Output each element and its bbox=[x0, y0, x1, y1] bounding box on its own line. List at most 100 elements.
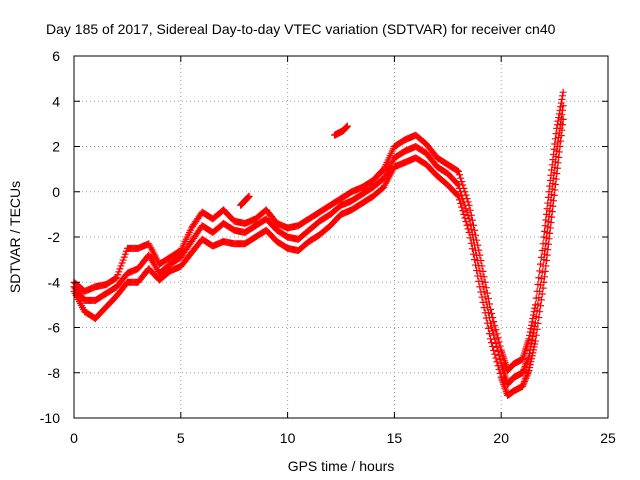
y-tick-label: 2 bbox=[52, 139, 60, 155]
data-point-marker bbox=[523, 371, 531, 379]
data-point-marker bbox=[457, 174, 465, 182]
data-point-marker bbox=[522, 373, 530, 381]
data-point-marker bbox=[343, 122, 351, 130]
series-track-b bbox=[70, 102, 567, 388]
data-point-marker bbox=[114, 271, 122, 279]
data-point-marker bbox=[469, 250, 477, 258]
data-point-marker bbox=[492, 339, 500, 347]
data-point-marker bbox=[528, 318, 536, 326]
data-point-marker bbox=[526, 364, 534, 372]
data-point-marker bbox=[529, 346, 537, 354]
data-point-marker bbox=[454, 192, 462, 200]
data-point-marker bbox=[472, 261, 480, 269]
data-point-marker bbox=[524, 370, 532, 378]
data-point-marker bbox=[544, 246, 552, 254]
series-track-c bbox=[70, 115, 567, 399]
data-point-marker bbox=[459, 207, 467, 215]
data-point-marker bbox=[494, 334, 502, 342]
data-point-marker bbox=[479, 298, 487, 306]
data-point-marker bbox=[453, 191, 461, 199]
data-point-marker bbox=[489, 343, 497, 351]
data-point-marker bbox=[469, 221, 477, 229]
data-point-marker bbox=[453, 180, 461, 188]
data-point-marker bbox=[458, 178, 466, 186]
data-point-marker bbox=[493, 358, 501, 366]
data-point-marker bbox=[543, 251, 551, 259]
series-track-a bbox=[70, 88, 567, 374]
data-point-marker bbox=[495, 366, 503, 374]
data-point-marker bbox=[468, 216, 476, 224]
data-point-marker bbox=[531, 340, 539, 348]
data-point-marker bbox=[462, 218, 470, 226]
data-point-marker bbox=[558, 111, 566, 119]
data-point-marker bbox=[461, 214, 469, 222]
y-tick-label: -6 bbox=[48, 320, 61, 336]
data-point-marker bbox=[529, 349, 537, 357]
data-point-marker bbox=[471, 256, 478, 264]
data-point-marker bbox=[456, 184, 464, 192]
data-point-marker bbox=[484, 324, 492, 332]
data-point-marker bbox=[474, 257, 482, 265]
data-point-marker bbox=[550, 197, 558, 205]
data-point-marker bbox=[519, 369, 527, 377]
data-point-marker bbox=[557, 132, 565, 140]
data-point-marker bbox=[520, 366, 528, 374]
y-tick-label: -2 bbox=[48, 229, 61, 245]
data-point-marker bbox=[490, 318, 498, 326]
data-point-marker bbox=[528, 355, 536, 363]
y-tick-label: 4 bbox=[52, 93, 60, 109]
data-point-marker bbox=[457, 200, 465, 208]
data-point-marker bbox=[525, 366, 533, 374]
data-point-marker bbox=[532, 331, 540, 339]
data-point-marker bbox=[545, 235, 553, 243]
data-point-marker bbox=[537, 302, 545, 310]
data-point-marker bbox=[119, 256, 127, 264]
y-tick-label: -10 bbox=[40, 410, 60, 426]
data-point-marker bbox=[519, 382, 527, 390]
data-point-marker bbox=[471, 241, 478, 249]
data-point-marker bbox=[116, 265, 124, 273]
data-point-marker bbox=[552, 130, 560, 138]
data-point-marker bbox=[468, 245, 476, 253]
data-point-marker bbox=[551, 186, 559, 194]
data-point-marker bbox=[553, 170, 561, 178]
data-point-marker bbox=[533, 325, 541, 333]
data-point-marker bbox=[526, 361, 534, 369]
x-axis-ticks: 0 5 10 15 20 25 bbox=[70, 56, 616, 446]
data-point-marker bbox=[474, 272, 482, 280]
data-point-marker bbox=[559, 106, 567, 114]
data-point-marker bbox=[550, 191, 558, 199]
data-point-marker bbox=[483, 319, 491, 327]
data-point-marker bbox=[456, 171, 464, 179]
x-tick-label: 20 bbox=[493, 430, 509, 446]
data-point-marker bbox=[539, 284, 547, 292]
data-point-marker bbox=[552, 175, 560, 183]
data-point-marker bbox=[541, 273, 549, 281]
data-point-marker bbox=[484, 295, 492, 303]
data-point-marker bbox=[558, 95, 566, 103]
data-point-marker bbox=[475, 277, 483, 285]
data-point-marker bbox=[464, 225, 472, 233]
data-point-marker bbox=[558, 126, 566, 134]
data-point-marker bbox=[467, 239, 475, 247]
data-point-marker bbox=[520, 378, 528, 386]
y-tick-label: 6 bbox=[52, 48, 60, 64]
data-point-marker bbox=[495, 338, 503, 346]
y-axis-ticks: -10 -8 -6 -4 -2 0 2 4 6 bbox=[40, 48, 608, 426]
data-point-marker bbox=[536, 308, 544, 316]
data-point-marker bbox=[551, 181, 559, 189]
data-point-marker bbox=[473, 266, 481, 274]
data-point-marker bbox=[490, 346, 498, 354]
data-point-marker bbox=[522, 359, 530, 367]
x-tick-label: 10 bbox=[280, 430, 296, 446]
data-point-marker bbox=[519, 381, 527, 389]
data-point-marker bbox=[548, 213, 556, 221]
y-tick-label: 0 bbox=[52, 184, 60, 200]
data-point-marker bbox=[115, 268, 123, 276]
data-point-marker bbox=[465, 228, 473, 236]
data-point-marker bbox=[556, 143, 564, 150]
data-point-marker bbox=[460, 210, 468, 218]
x-tick-label: 5 bbox=[177, 430, 185, 446]
data-point-marker bbox=[482, 314, 490, 322]
